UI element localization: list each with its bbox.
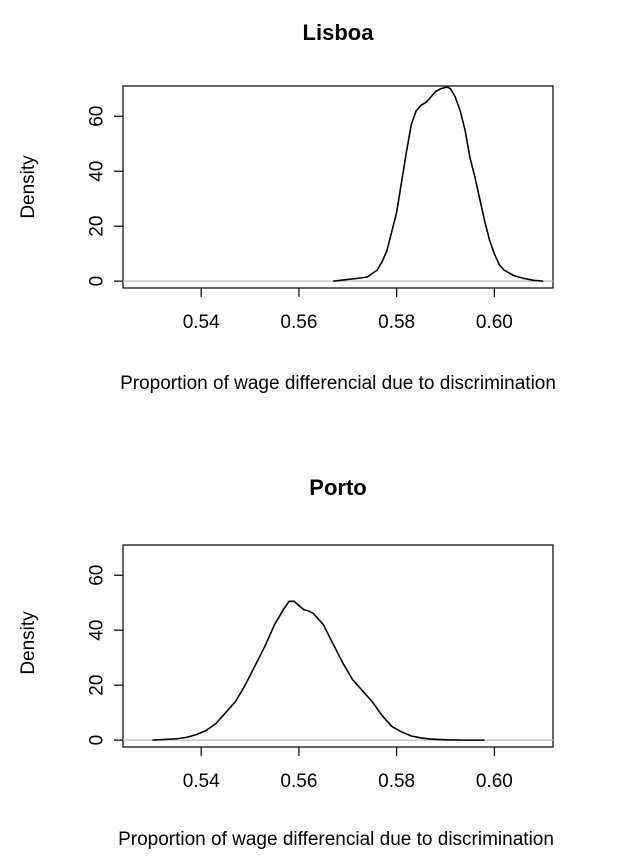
y-axis-label: Density [18, 611, 39, 675]
x-tick-label: 0.58 [378, 771, 415, 792]
y-tick-label: 40 [87, 161, 108, 182]
x-tick-label: 0.60 [476, 771, 513, 792]
y-tick-label: 20 [87, 675, 108, 696]
x-axis-label: Proportion of wage differencial due to d… [120, 373, 556, 394]
y-axis-label: Density [18, 155, 39, 219]
x-tick-label: 0.56 [280, 312, 317, 333]
chart-title: Porto [309, 475, 366, 500]
plot-frame [122, 85, 554, 289]
y-tick-label: 60 [87, 106, 108, 127]
x-tick-label: 0.54 [183, 771, 220, 792]
y-tick-label: 40 [87, 620, 108, 641]
x-tick-label: 0.58 [378, 312, 415, 333]
density-curve [152, 600, 485, 741]
porto-panel: Porto 0.54 0.56 0.58 0.60 0 20 40 60 Density P… [18, 475, 554, 850]
x-tick-label: 0.56 [280, 771, 317, 792]
density-curve [333, 86, 544, 282]
y-tick-label: 0 [87, 276, 108, 287]
y-tick-label: 60 [87, 565, 108, 586]
plot-frame [122, 544, 554, 748]
chart-title: Lisboa [303, 20, 375, 45]
y-tick-label: 0 [87, 735, 108, 746]
y-axis: 0 20 40 60 [87, 106, 123, 287]
x-axis: 0.54 0.56 0.58 0.60 [183, 288, 513, 333]
y-tick-label: 20 [87, 216, 108, 237]
y-axis: 0 20 40 60 [87, 565, 123, 746]
x-axis: 0.54 0.56 0.58 0.60 [183, 747, 513, 792]
x-tick-label: 0.54 [183, 312, 220, 333]
x-tick-label: 0.60 [476, 312, 513, 333]
x-axis-label: Proportion of wage differencial due to d… [118, 829, 554, 850]
